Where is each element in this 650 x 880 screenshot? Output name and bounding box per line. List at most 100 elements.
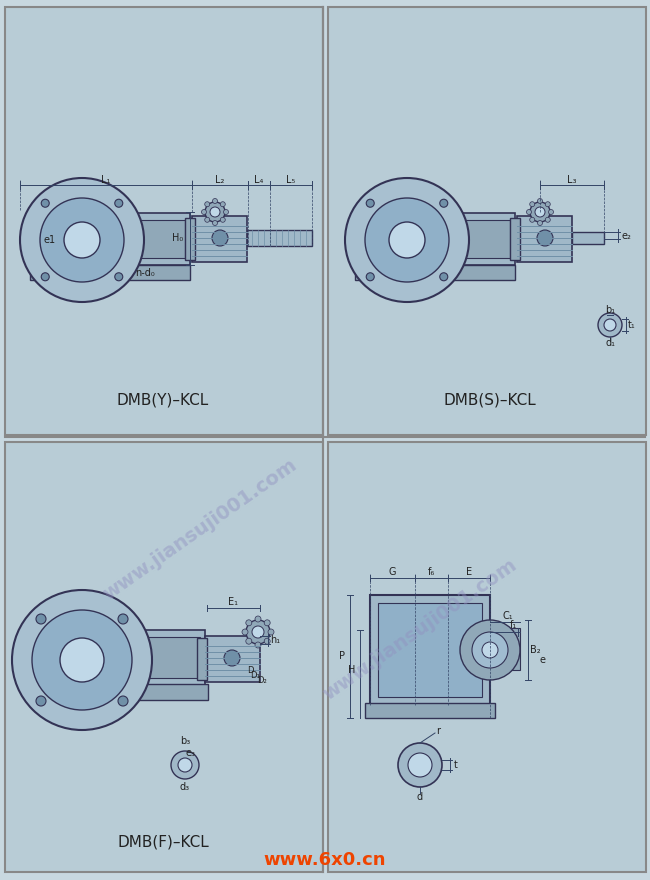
Circle shape [171, 751, 199, 779]
Text: f₆: f₆ [428, 567, 435, 577]
Circle shape [220, 202, 226, 207]
Text: e: e [539, 655, 545, 665]
Text: r: r [436, 726, 440, 736]
Circle shape [598, 313, 622, 337]
Bar [5, 7, 323, 435]
Circle shape [32, 610, 132, 710]
Circle shape [264, 620, 270, 626]
Circle shape [549, 209, 554, 215]
Circle shape [41, 199, 49, 207]
Bar [247, 230, 312, 246]
Circle shape [538, 199, 543, 203]
Circle shape [526, 209, 532, 215]
Text: B₂: B₂ [530, 645, 540, 655]
Bar [455, 213, 515, 265]
Text: h₁: h₁ [270, 635, 280, 645]
Text: G: G [388, 567, 396, 577]
Circle shape [41, 273, 49, 281]
Circle shape [205, 217, 210, 223]
Circle shape [366, 199, 374, 207]
Bar [328, 442, 646, 872]
Circle shape [246, 620, 252, 626]
Circle shape [115, 273, 123, 281]
Circle shape [40, 198, 124, 282]
Text: e₃: e₃ [185, 748, 195, 758]
Text: www.jiansuji001.com: www.jiansuji001.com [320, 555, 521, 704]
Circle shape [36, 696, 46, 706]
Circle shape [460, 620, 520, 680]
Circle shape [205, 202, 225, 222]
Bar [490, 628, 520, 670]
Circle shape [345, 178, 469, 302]
Text: b₃: b₃ [180, 736, 190, 746]
Circle shape [389, 222, 425, 258]
Bar [5, 442, 323, 872]
Text: L₂: L₂ [215, 175, 225, 185]
Bar [192, 216, 247, 262]
Bar [355, 265, 515, 280]
Circle shape [12, 590, 152, 730]
Circle shape [60, 638, 104, 682]
Circle shape [213, 221, 218, 225]
Text: L₁: L₁ [101, 175, 111, 185]
Text: H: H [348, 665, 356, 675]
Text: DMB(F)–KCL: DMB(F)–KCL [117, 834, 209, 849]
Text: e₂: e₂ [621, 231, 631, 241]
Circle shape [545, 202, 551, 207]
Circle shape [213, 199, 218, 203]
Bar [328, 7, 646, 435]
Circle shape [538, 221, 543, 225]
Text: D₂: D₂ [257, 676, 267, 685]
Circle shape [482, 642, 498, 658]
Circle shape [178, 758, 192, 772]
Text: E₁: E₁ [228, 597, 238, 607]
Bar [415, 746, 425, 753]
Bar [370, 595, 490, 705]
Text: d₁: d₁ [605, 338, 615, 348]
Bar [185, 218, 195, 260]
Circle shape [252, 626, 264, 638]
Circle shape [264, 638, 270, 644]
Text: n-d₀: n-d₀ [135, 268, 155, 278]
Text: H₀: H₀ [172, 233, 183, 243]
Circle shape [530, 202, 550, 222]
Circle shape [64, 222, 100, 258]
Circle shape [20, 178, 144, 302]
Circle shape [398, 743, 442, 787]
Bar [572, 232, 604, 244]
Circle shape [366, 273, 374, 281]
Text: t: t [454, 760, 458, 770]
Circle shape [212, 230, 228, 246]
Bar [145, 637, 200, 678]
Circle shape [36, 614, 46, 624]
Circle shape [530, 202, 535, 207]
Bar [197, 638, 207, 680]
Text: d₃: d₃ [180, 782, 190, 792]
Text: D₁: D₁ [250, 671, 260, 679]
Bar [130, 213, 190, 265]
Circle shape [365, 198, 449, 282]
Text: www.jiansuji001.com: www.jiansuji001.com [99, 456, 300, 605]
Circle shape [242, 629, 248, 635]
Text: e1: e1 [44, 235, 56, 245]
Bar [365, 703, 495, 718]
Circle shape [440, 273, 448, 281]
Text: DMB(S)–KCL: DMB(S)–KCL [444, 392, 536, 407]
Circle shape [604, 319, 616, 331]
Circle shape [118, 696, 128, 706]
Circle shape [205, 202, 210, 207]
Text: f₁: f₁ [510, 620, 517, 630]
Text: L₅: L₅ [287, 175, 296, 185]
Circle shape [118, 614, 128, 624]
Circle shape [535, 207, 545, 217]
Bar [28, 684, 208, 700]
Text: www.6x0.cn: www.6x0.cn [264, 851, 386, 869]
Circle shape [530, 217, 535, 223]
Circle shape [224, 209, 229, 215]
Circle shape [537, 230, 553, 246]
Circle shape [210, 207, 220, 217]
Text: P: P [339, 651, 345, 661]
Circle shape [115, 199, 123, 207]
Text: t₁: t₁ [628, 320, 636, 330]
Bar [30, 265, 190, 280]
